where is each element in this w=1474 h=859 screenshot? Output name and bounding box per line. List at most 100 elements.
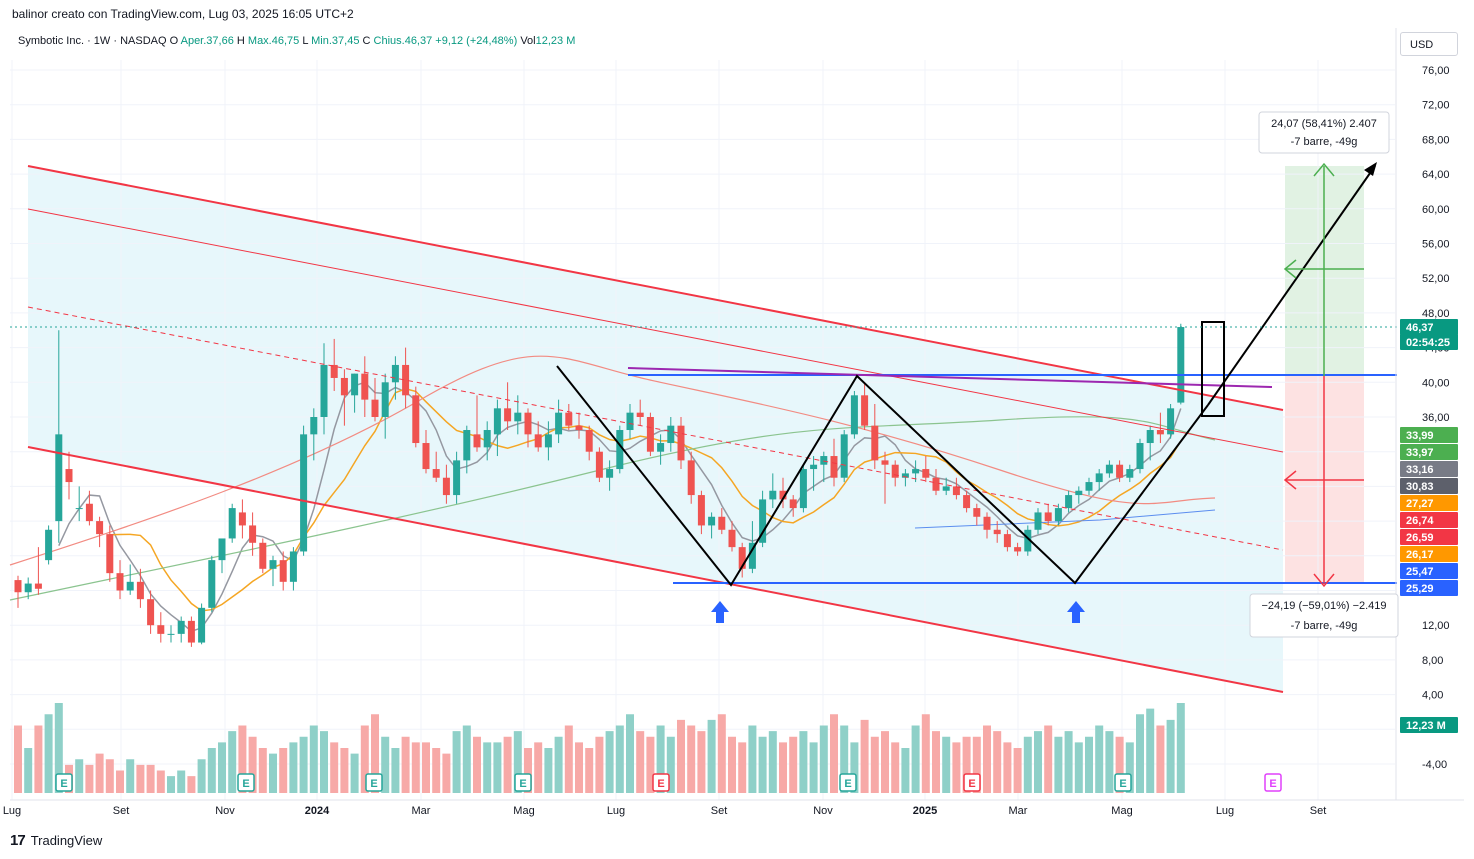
candle-body (514, 412, 522, 422)
candle-body (963, 495, 971, 509)
candle-body (198, 607, 206, 643)
candle-body (381, 382, 389, 417)
earnings-icon-letter: E (519, 778, 526, 790)
candle-body (738, 547, 746, 569)
volume-bar (105, 759, 114, 793)
volume-bar (228, 731, 237, 793)
volume-bar (656, 725, 665, 793)
x-tick-label: Mag (513, 805, 534, 817)
price-label-bg (1400, 444, 1458, 460)
candle-body (238, 512, 246, 526)
volume-bar (1085, 736, 1093, 793)
volume-bar (1115, 736, 1124, 793)
price-label: 33,16 (1406, 464, 1434, 476)
candle-body (330, 364, 338, 378)
volume-bar (1003, 742, 1012, 793)
earnings-icon (963, 773, 981, 792)
candle-body (136, 581, 144, 600)
stop-arrowhead (1313, 573, 1335, 588)
x-tick-label: Lug (3, 805, 21, 817)
candle-body (565, 412, 573, 426)
y-axis: 76,00 72,00 68,00 64,00 60,00 56,00 52,00 48,00… (1395, 28, 1450, 800)
candle-body (1075, 490, 1083, 496)
candle-body (422, 443, 430, 470)
volume-bar (1013, 748, 1022, 793)
legend-symbol[interactable]: Symbotic Inc. · 1W · NASDAQ (18, 35, 167, 47)
candle-body (1003, 534, 1011, 548)
price-label: 26,59 (1406, 532, 1434, 544)
candle-body (646, 417, 654, 452)
candle-body (728, 529, 736, 548)
volume-bar (24, 748, 33, 793)
channel-bottom-line (27, 446, 1284, 693)
x-tick-label: Nov (215, 805, 235, 817)
volume-bar (371, 714, 379, 793)
volume-bar (411, 742, 420, 793)
candle-body (952, 486, 960, 496)
price-label-bg (1400, 495, 1458, 511)
volume-bar (452, 731, 461, 793)
volume-label: 12,23 M (1406, 720, 1446, 732)
volume-bar (95, 753, 104, 793)
volume-bar (483, 742, 492, 793)
candle-body (748, 542, 756, 569)
legend-h-label: H (236, 35, 245, 47)
candle-body (14, 580, 22, 593)
volume-bar (167, 776, 175, 793)
volume-bar (401, 736, 410, 793)
candle-body (708, 516, 716, 526)
price-label-bg (1400, 529, 1458, 545)
volume-bar (1095, 725, 1104, 793)
volume-bar (432, 748, 441, 793)
candle-body (993, 529, 1001, 535)
candle-body (922, 469, 930, 478)
earnings-icon-letter: E (242, 778, 249, 790)
candle-body (891, 464, 899, 478)
candle-body (871, 425, 879, 461)
earnings-icon (652, 773, 670, 792)
candle-body (24, 583, 32, 593)
ma-line-green (9, 416, 1216, 601)
volume-bar (1105, 731, 1114, 793)
candle-body (850, 395, 858, 435)
volume-bar (299, 736, 308, 793)
candle-body (1146, 430, 1154, 444)
candle-body (147, 599, 155, 626)
price-label-bg (1400, 580, 1458, 596)
candle-body (289, 551, 297, 582)
volume-bar (54, 703, 63, 793)
earnings-icon (839, 773, 857, 792)
volume-bar (544, 748, 553, 793)
projection-arrowhead (1364, 162, 1377, 176)
candle-body (483, 430, 491, 448)
candle-body (259, 542, 267, 569)
candle-body (932, 477, 940, 491)
candle-body (371, 399, 379, 417)
currency-button[interactable]: USD (1400, 32, 1458, 56)
volume-bar (993, 731, 1002, 793)
volume-bar (666, 736, 675, 793)
earnings-icon-letter: E (968, 778, 975, 790)
earnings-icon-letter: E (1119, 778, 1126, 790)
target-box (1258, 111, 1390, 154)
volume-bar (350, 753, 359, 793)
volume-bar (146, 764, 155, 793)
neckline (627, 367, 1273, 388)
candle-body (759, 499, 767, 543)
target-arrowhead (1313, 162, 1335, 177)
measure-boxes: 24,07 (58,41%) 2.407 -7 barre, -49g −24,19… (1249, 111, 1399, 638)
candle-body (157, 625, 165, 634)
candle-body (667, 425, 675, 444)
y-tick-label: 48,00 (1422, 308, 1450, 320)
candle-body (55, 434, 63, 522)
candle-body (1085, 482, 1093, 491)
volume-bar (1176, 703, 1185, 793)
y-tick-label: 64,00 (1422, 169, 1450, 181)
candle-body (606, 469, 614, 478)
volume-bar (983, 725, 991, 793)
volume-bar (789, 736, 798, 793)
volume-bar (850, 742, 859, 793)
earnings-icon-letter: E (60, 778, 67, 790)
